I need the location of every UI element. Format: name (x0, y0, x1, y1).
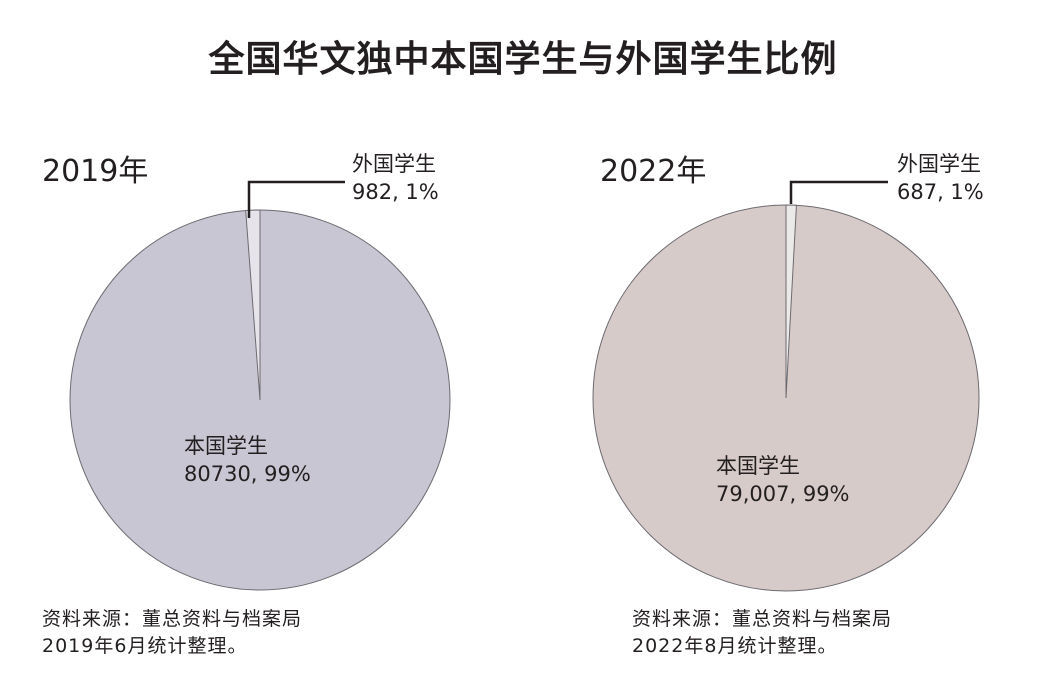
slice-label-foreign-2022: 外国学生 (897, 152, 981, 176)
source-line-2022: 资料来源：董总资料与档案局 (632, 608, 893, 630)
leader-line-2019年 (247, 180, 345, 218)
slice-label-foreign-2019: 外国学生 (352, 152, 436, 176)
source-line-2019: 资料来源：董总资料与档案局 (42, 608, 303, 630)
pie-slice-foreign-2022年 (785, 204, 797, 399)
leader-line-2022年 (789, 180, 888, 204)
pie-2019-title: 2019年 (42, 154, 149, 189)
slice-value-foreign-2022: 687, 1% (897, 180, 984, 204)
source-date-2019: 2019年6月统计整理。 (42, 635, 248, 657)
slice-value-domestic-2019: 80730, 99% (184, 462, 311, 486)
slice-label-domestic-2022: 本国学生 (716, 454, 800, 478)
source-date-2022: 2022年8月统计整理。 (632, 635, 838, 657)
chart-title: 全国华文独中本国学生与外国学生比例 (208, 39, 838, 80)
slice-value-foreign-2019: 982, 1% (352, 180, 439, 204)
pie-2022-title: 2022年 (600, 154, 707, 189)
pie-slice-foreign-2019年 (245, 209, 261, 401)
slice-value-domestic-2022: 79,007, 99% (716, 482, 850, 506)
slice-label-domestic-2019: 本国学生 (184, 434, 268, 458)
